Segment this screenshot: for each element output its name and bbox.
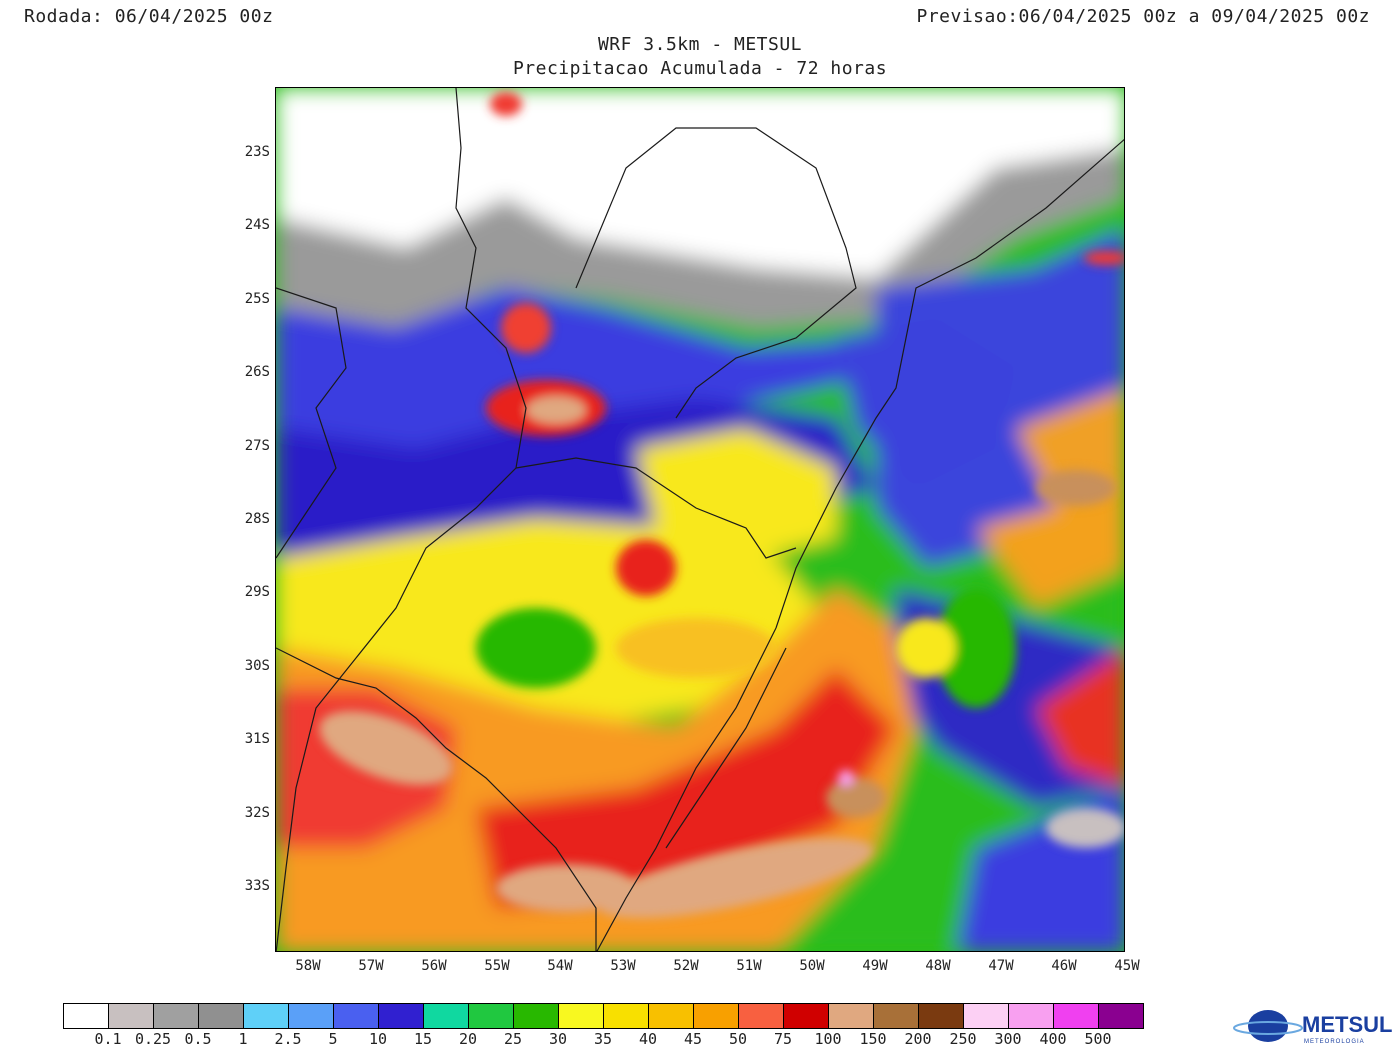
lon-label-47w: 47W <box>988 958 1014 974</box>
lon-label-51w: 51W <box>736 958 762 974</box>
lat-label-33s: 33S <box>244 878 270 894</box>
colorbar-label: 150 <box>859 1030 887 1048</box>
colorbar-label: 50 <box>728 1030 748 1048</box>
colorbar-label: 35 <box>593 1030 613 1048</box>
forecast-value: 06/04/2025 00z a 09/04/2025 00z <box>1018 6 1370 27</box>
forecast-period: Previsao:06/04/2025 00z a 09/04/2025 00z <box>917 6 1371 27</box>
colorbar-swatch <box>1054 1004 1099 1028</box>
colorbar-label: 2.5 <box>274 1030 302 1048</box>
colorbar-swatch <box>649 1004 694 1028</box>
colorbar-label: 0.1 <box>94 1030 122 1048</box>
lon-label-58w: 58W <box>295 958 321 974</box>
run-time: Rodada: 06/04/2025 00z <box>24 6 273 27</box>
lon-label-49w: 49W <box>862 958 888 974</box>
lat-label-32s: 32S <box>244 805 270 821</box>
lat-label-25s: 25S <box>244 291 270 307</box>
colorbar-label: 30 <box>548 1030 568 1048</box>
colorbar-swatch <box>244 1004 289 1028</box>
colorbar-swatch <box>469 1004 514 1028</box>
colorbar-label: 15 <box>413 1030 433 1048</box>
logo-brand: METSUL <box>1302 1012 1392 1037</box>
colorbar-label: 40 <box>638 1030 658 1048</box>
colorbar-label: 25 <box>503 1030 523 1048</box>
lon-label-56w: 56W <box>421 958 447 974</box>
colorbar-label: 300 <box>994 1030 1022 1048</box>
lat-label-30s: 30S <box>244 658 270 674</box>
colorbar-swatch <box>154 1004 199 1028</box>
colorbar-swatch <box>559 1004 604 1028</box>
lon-label-50w: 50W <box>799 958 825 974</box>
map-subtitle: Precipitacao Acumulada - 72 horas <box>512 58 888 79</box>
colorbar-label: 1 <box>238 1030 248 1048</box>
colorbar-label: 20 <box>458 1030 478 1048</box>
colorbar-label: 5 <box>328 1030 338 1048</box>
run-label: Rodada: <box>24 6 104 27</box>
lat-label-23s: 23S <box>244 144 270 160</box>
colorbar-swatch <box>829 1004 874 1028</box>
colorbar-label: 200 <box>904 1030 932 1048</box>
precipitation-colorbar <box>63 1003 1144 1029</box>
colorbar-swatch <box>694 1004 739 1028</box>
colorbar-swatch <box>289 1004 334 1028</box>
colorbar-swatch <box>739 1004 784 1028</box>
colorbar-swatch <box>199 1004 244 1028</box>
colorbar-swatch <box>379 1004 424 1028</box>
colorbar-swatch <box>604 1004 649 1028</box>
lon-label-54w: 54W <box>547 958 573 974</box>
run-value: 06/04/2025 00z <box>114 6 274 27</box>
colorbar-swatch <box>514 1004 559 1028</box>
logo-tagline: METEOROLOGIA <box>1304 1039 1365 1045</box>
colorbar-swatch <box>109 1004 154 1028</box>
colorbar-label: 0.25 <box>134 1030 172 1048</box>
lon-label-52w: 52W <box>673 958 699 974</box>
lat-label-31s: 31S <box>244 731 270 747</box>
globe-icon <box>1248 1010 1288 1042</box>
lon-label-55w: 55W <box>484 958 510 974</box>
colorbar-swatch <box>424 1004 469 1028</box>
colorbar-label: 45 <box>683 1030 703 1048</box>
lat-label-28s: 28S <box>244 511 270 527</box>
colorbar-label: 250 <box>949 1030 977 1048</box>
colorbar-swatch <box>64 1004 109 1028</box>
colorbar-label: 100 <box>814 1030 842 1048</box>
colorbar-label: 500 <box>1084 1030 1112 1048</box>
colorbar-swatch <box>334 1004 379 1028</box>
lat-label-27s: 27S <box>244 438 270 454</box>
lat-label-26s: 26S <box>244 364 270 380</box>
colorbar-swatch <box>874 1004 919 1028</box>
colorbar-label: 75 <box>773 1030 793 1048</box>
lat-label-29s: 29S <box>244 584 270 600</box>
map-title: WRF 3.5km - METSUL <box>597 34 803 55</box>
colorbar-swatch <box>964 1004 1009 1028</box>
colorbar-swatch <box>1099 1004 1143 1028</box>
colorbar-label: 400 <box>1039 1030 1067 1048</box>
lon-label-45w: 45W <box>1114 958 1140 974</box>
lon-label-48w: 48W <box>925 958 951 974</box>
precipitation-map <box>275 87 1125 952</box>
precipitation-field <box>276 88 1124 951</box>
colorbar-swatch <box>1009 1004 1054 1028</box>
lon-label-46w: 46W <box>1051 958 1077 974</box>
colorbar-label: 0.5 <box>184 1030 212 1048</box>
lon-label-57w: 57W <box>358 958 384 974</box>
forecast-label: Previsao: <box>916 6 1019 27</box>
lon-label-53w: 53W <box>610 958 636 974</box>
colorbar-label: 10 <box>368 1030 388 1048</box>
colorbar-swatch <box>919 1004 964 1028</box>
metsul-logo: METSUL METEOROLOGIA <box>1232 1006 1400 1046</box>
lat-label-24s: 24S <box>244 217 270 233</box>
colorbar-swatch <box>784 1004 829 1028</box>
